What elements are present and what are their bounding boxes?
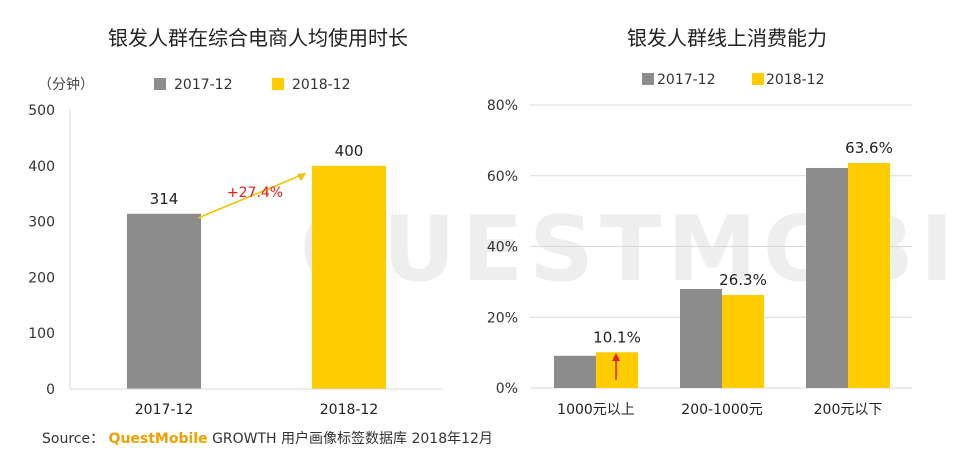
legend-swatch-2018	[752, 73, 764, 85]
bar-2018-12	[848, 163, 890, 388]
y-tick-label: 300	[28, 215, 55, 231]
bar-2018-12	[722, 294, 764, 388]
y-tick-label: 0	[46, 382, 55, 398]
bar-2017-12	[680, 288, 722, 388]
left-bars	[70, 165, 442, 390]
y-tick-label: 40%	[487, 240, 518, 256]
y-tick-label: 500	[28, 103, 55, 119]
source-note: Source： QuestMobile GROWTH 用户画像标签数据库 201…	[42, 428, 493, 448]
right-data-labels: 10.1% 26.3% 63.6%	[593, 139, 893, 346]
right-category-labels: 1000元以上 200-1000元 200元以下	[557, 402, 882, 418]
legend-swatch-2017	[642, 73, 654, 85]
legend-label-2017: 2017-12	[657, 72, 716, 88]
left-chart-title: 银发人群在综合电商人均使用时长	[108, 26, 408, 50]
source-rest: GROWTH 用户画像标签数据库 2018年12月	[212, 431, 493, 447]
data-label: 400	[335, 142, 364, 160]
data-label: 10.1%	[593, 328, 641, 346]
bar-2017-12	[806, 167, 848, 388]
left-legend: 2017-12 2018-12	[154, 77, 351, 93]
highlight-arrowhead	[612, 353, 620, 361]
data-label: 63.6%	[845, 139, 893, 157]
y-tick-label: 100	[28, 326, 55, 342]
y-tick-label: 400	[28, 159, 55, 175]
category-label: 200-1000元	[681, 402, 762, 418]
legend-label-2018: 2018-12	[766, 72, 825, 88]
growth-arrow	[197, 173, 305, 219]
data-label: 26.3%	[719, 271, 767, 289]
growth-arrowhead	[297, 173, 306, 181]
bar-2018-12	[312, 165, 386, 389]
legend-swatch-2018	[272, 78, 284, 90]
bar-2017-12	[127, 213, 201, 389]
y-tick-label: 20%	[487, 310, 518, 326]
left-unit-label: （分钟）	[38, 76, 94, 93]
y-tick-label: 200	[28, 270, 55, 286]
data-label: 314	[150, 190, 179, 208]
left-chart: 银发人群在综合电商人均使用时长 （分钟） 2017-12 2018-12 0 10…	[28, 26, 442, 418]
right-y-ticks: 0% 20% 40% 60% 80%	[487, 98, 518, 397]
category-label: 2018-12	[320, 402, 379, 418]
source-prefix: Source：	[42, 431, 105, 447]
right-chart-title: 银发人群线上消费能力	[627, 26, 827, 50]
right-legend: 2017-12 2018-12	[642, 72, 825, 88]
y-tick-label: 60%	[487, 169, 518, 185]
left-data-labels: 314 400	[150, 142, 364, 208]
category-label: 1000元以上	[557, 402, 635, 418]
legend-swatch-2017	[154, 78, 166, 90]
category-label: 200元以下	[814, 402, 883, 418]
legend-label-2017: 2017-12	[174, 77, 233, 93]
legend-label-2018: 2018-12	[292, 77, 351, 93]
right-bars	[554, 163, 890, 388]
y-tick-label: 0%	[496, 381, 518, 397]
category-label: 2017-12	[135, 402, 194, 418]
left-y-ticks: 0 100 200 300 400 500	[28, 103, 55, 398]
y-tick-label: 80%	[487, 98, 518, 114]
source-brand: QuestMobile	[108, 431, 208, 447]
right-chart: 银发人群线上消费能力 2017-12 2018-12 0% 20% 40% 60% 80…	[487, 26, 912, 418]
growth-annotation: +27.4%	[227, 185, 283, 201]
bar-2017-12	[554, 355, 596, 388]
left-category-labels: 2017-12 2018-12	[135, 402, 379, 418]
